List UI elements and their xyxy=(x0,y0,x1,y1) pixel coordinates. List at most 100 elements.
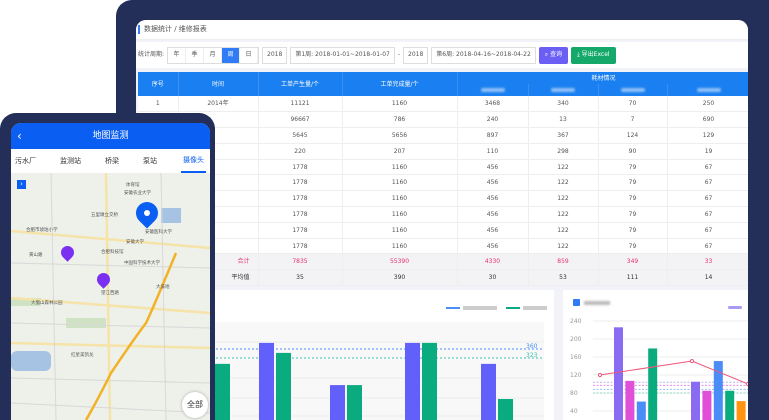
table-row: 96667 786 240 13 7 690 xyxy=(138,111,748,129)
week-end-select[interactable]: 第6周: 2018-04-16~2018-04-22 xyxy=(431,46,536,64)
table-cell: 35 xyxy=(258,269,343,287)
bar xyxy=(422,342,437,420)
bar xyxy=(614,327,623,420)
table-cell: 124 xyxy=(598,127,668,144)
bar xyxy=(713,361,723,420)
table-cell: 67 xyxy=(667,174,748,192)
legend-label xyxy=(463,306,497,310)
table-cell: 1778 xyxy=(258,238,343,255)
table-cell: 129 xyxy=(667,127,748,144)
table-cell: 19 xyxy=(667,143,748,160)
period-week[interactable]: 周 xyxy=(222,47,241,63)
table-cell: 122 xyxy=(528,159,599,176)
table-cell: 79 xyxy=(598,174,668,192)
sub-header xyxy=(457,84,529,96)
period-month[interactable]: 月 xyxy=(204,47,223,63)
reference-label: 323 xyxy=(526,352,538,359)
sub-header xyxy=(598,84,668,96)
table-cell: 1160 xyxy=(342,206,458,223)
tab-bridge[interactable]: 桥梁 xyxy=(105,156,119,165)
table-cell: 30 xyxy=(457,269,529,287)
chart-title-blurred xyxy=(584,301,610,305)
breadcrumb: 数据统计 / 维修报表 xyxy=(136,20,748,40)
table-cell: 111 xyxy=(598,269,668,287)
table-cell: 79 xyxy=(598,222,668,239)
map-label: 大溪地 xyxy=(156,285,170,290)
line-point xyxy=(597,372,603,378)
table-cell: 456 xyxy=(457,206,529,223)
table-cell: 456 xyxy=(457,159,529,176)
y-tick-label: 40 xyxy=(570,408,578,415)
table-cell: 11121 xyxy=(258,96,343,113)
map-view[interactable]: 体育馆 安徽农业大学 五里墩立交桥 安徽医科大学 合肥科技馆 安徽大学 中国科学… xyxy=(11,173,210,420)
period-quarter[interactable]: 季 xyxy=(186,47,205,63)
tab-sewage-plant[interactable]: 污水厂 xyxy=(15,156,36,165)
bar xyxy=(648,348,658,420)
search-icon: ⌕ xyxy=(544,51,551,58)
range-separator: - xyxy=(397,51,400,58)
table-row: 1778 1160 456 122 79 67 xyxy=(138,222,748,239)
table-cell: 456 xyxy=(457,222,529,239)
table-row: 1778 1160 456 122 79 67 xyxy=(138,206,748,223)
year-end-select[interactable]: 2018 xyxy=(403,46,429,64)
table-cell: 340 xyxy=(528,96,599,113)
expand-panel-button[interactable]: › xyxy=(17,180,26,189)
table-cell: 250 xyxy=(667,96,748,113)
table-cell: 67 xyxy=(667,238,748,255)
table-cell: 1160 xyxy=(342,174,458,192)
table-row: 1778 1160 456 122 79 67 xyxy=(138,190,748,208)
period-selector: 年 季 月 周 日 xyxy=(167,46,260,64)
table-cell: 7835 xyxy=(258,253,343,271)
table-cell: 5645 xyxy=(258,127,343,144)
table-cell: 2014年 xyxy=(178,96,259,113)
group-header: 耗材情况 xyxy=(457,72,748,84)
table-cell: 90 xyxy=(598,143,668,160)
tab-camera[interactable]: 摄像头 xyxy=(181,150,206,173)
table-cell: 220 xyxy=(258,143,343,160)
table-row: 5645 5656 897 367 124 129 xyxy=(138,127,748,144)
col-header: 时间 xyxy=(178,72,259,96)
bar xyxy=(725,390,735,420)
query-button[interactable]: ⌕ 查询 xyxy=(538,46,569,64)
show-all-button[interactable]: 全部 xyxy=(182,392,208,418)
table-cell: 122 xyxy=(528,174,599,192)
map-label: 中国科学技术大学 xyxy=(124,261,160,266)
table-cell: 1 xyxy=(138,96,179,113)
period-day[interactable]: 日 xyxy=(240,47,259,63)
table-cell: 1778 xyxy=(258,190,343,208)
table-cell: 1160 xyxy=(342,96,458,113)
bar xyxy=(215,363,230,420)
table-cell: 67 xyxy=(667,159,748,176)
export-excel-button[interactable]: ⤓ 导出Excel xyxy=(571,46,616,64)
year-start-select[interactable]: 2018 xyxy=(262,46,288,64)
table-cell: 110 xyxy=(457,143,529,160)
period-year[interactable]: 年 xyxy=(168,47,187,63)
table-cell: 70 xyxy=(598,96,668,113)
week-start-select[interactable]: 第1周: 2018-01-01~2018-01-07 xyxy=(290,46,395,64)
table-row: 1778 1160 456 122 79 67 xyxy=(138,174,748,192)
bar xyxy=(691,381,700,420)
tab-pump-station[interactable]: 泵站 xyxy=(143,156,157,165)
table-cell: 122 xyxy=(528,190,599,208)
sub-header xyxy=(667,84,748,96)
analysis-chart-card: 240 200 160 120 80 40 xyxy=(563,290,748,420)
map-label: 合肥市琥珀小学 xyxy=(26,228,58,233)
table-cell: 33 xyxy=(667,253,748,271)
table-cell: 122 xyxy=(528,206,599,223)
download-icon: ⤓ xyxy=(577,51,582,58)
table-cell: 1160 xyxy=(342,222,458,239)
bar xyxy=(498,399,513,420)
sub-header xyxy=(528,84,599,96)
tab-monitor-station[interactable]: 监测站 xyxy=(60,156,81,165)
table-row: 220 207 110 298 90 19 xyxy=(138,143,748,160)
bar xyxy=(347,385,362,420)
phone-title: 地图监测 xyxy=(92,130,129,141)
bar xyxy=(736,401,746,420)
table-cell: 367 xyxy=(528,127,599,144)
table-cell: 122 xyxy=(528,238,599,255)
legend-swatch xyxy=(506,307,520,309)
table-cell: 1778 xyxy=(258,206,343,223)
table-cell: 7 xyxy=(598,111,668,129)
phone-header: ‹ 地图监测 xyxy=(11,123,210,149)
back-icon[interactable]: ‹ xyxy=(17,129,22,143)
